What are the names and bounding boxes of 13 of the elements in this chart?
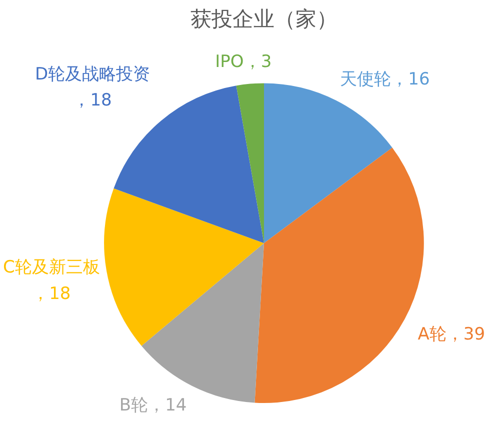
slice-label: 天使轮 <box>340 69 392 90</box>
data-label: ，3 <box>244 52 272 72</box>
slice-label: B轮 <box>119 396 148 416</box>
data-label: ，14 <box>148 396 187 416</box>
data-label: ，16 <box>391 69 430 90</box>
chart-title: 获投企业（家） <box>190 7 338 32</box>
slice-label: A轮 <box>418 324 446 345</box>
data-label: ，18 <box>32 284 71 304</box>
slice-label: IPO <box>215 52 244 72</box>
data-label: ，18 <box>73 90 112 111</box>
data-label: ，39 <box>446 324 486 345</box>
slice-label: C轮及新三板 <box>3 258 100 278</box>
slice-label: D轮及战略投资 <box>34 64 150 84</box>
